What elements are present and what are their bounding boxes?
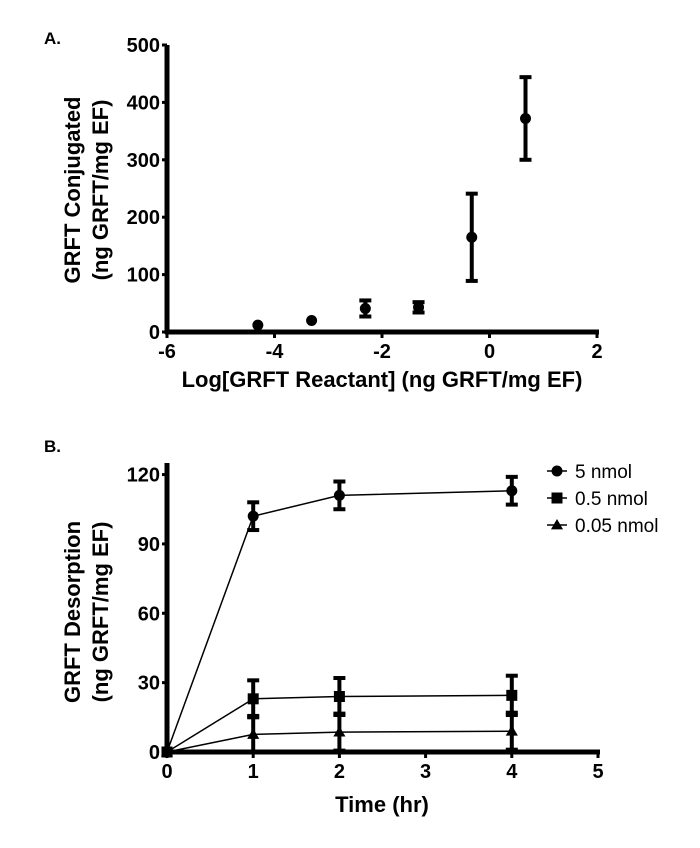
data-point — [160, 745, 174, 757]
y-tick-label: 300 — [127, 150, 160, 172]
legend-label: 5 nmol — [575, 462, 632, 483]
data-point — [506, 485, 518, 497]
y-tick-label: 60 — [138, 603, 160, 625]
x-tick-label: 0 — [161, 761, 172, 783]
panel-a-label: A. — [44, 29, 61, 48]
series-line — [166, 489, 512, 753]
y-tick-label: 500 — [127, 35, 160, 57]
panel-a-y-title-line2: (ng GRFT/mg EF) — [88, 100, 113, 281]
data-point — [520, 112, 532, 124]
series-grft-conjugated — [252, 75, 532, 331]
y-tick-label: 30 — [138, 673, 160, 695]
panel-a-y-title-line1: GRFT Conjugated — [60, 97, 85, 284]
x-tick-label: 0 — [484, 341, 495, 363]
x-tick-label: -4 — [266, 341, 285, 363]
y-tick-label: 200 — [127, 207, 160, 229]
legend-marker-circle — [551, 465, 563, 477]
panel-b-chart: B. GRFT Desorption (ng GRFT/mg EF) Time … — [44, 437, 658, 817]
panel-b-x-title: Time (hr) — [335, 792, 429, 817]
data-point — [252, 319, 264, 331]
data-point — [505, 725, 518, 736]
data-point — [506, 689, 518, 701]
y-tick-label: 0 — [149, 742, 160, 764]
panel-b-y-title-line1: GRFT Desorption — [60, 521, 85, 703]
series-0-05-nmol — [160, 710, 518, 757]
data-point — [247, 510, 259, 522]
panel-a-x-title: Log[GRFT Reactant] (ng GRFT/mg EF) — [182, 367, 583, 392]
y-tick-label: 120 — [127, 465, 160, 487]
x-tick-label: 2 — [591, 341, 602, 363]
panel-a-chart: A. GRFT Conjugated (ng GRFT/mg EF) Log[G… — [44, 29, 603, 392]
x-tick-label: 2 — [334, 761, 345, 783]
panel-b-label: B. — [44, 437, 61, 456]
y-tick-label: 0 — [149, 322, 160, 344]
panel-b-y-title-line2: (ng GRFT/mg EF) — [88, 522, 113, 703]
series-line — [166, 730, 512, 753]
data-point — [333, 489, 345, 501]
data-point — [247, 728, 260, 739]
data-point — [333, 726, 346, 737]
legend-label: 0.5 nmol — [575, 489, 648, 510]
legend-marker-triangle — [550, 518, 564, 530]
y-tick-label: 400 — [127, 92, 160, 114]
data-point — [413, 301, 425, 313]
x-tick-label: -2 — [373, 341, 391, 363]
data-point — [306, 315, 318, 327]
y-tick-label: 100 — [127, 265, 160, 287]
x-tick-label: -6 — [158, 341, 176, 363]
x-tick-label: 1 — [248, 761, 259, 783]
x-tick-label: 4 — [506, 761, 518, 783]
data-point — [333, 691, 345, 703]
data-point — [247, 693, 259, 705]
x-tick-label: 3 — [420, 761, 431, 783]
series-line — [166, 694, 512, 753]
legend-label: 0.05 nmol — [575, 516, 658, 537]
y-tick-label: 90 — [138, 534, 160, 556]
legend-marker-square — [551, 492, 563, 504]
x-tick-label: 5 — [592, 761, 603, 783]
data-point — [359, 302, 371, 314]
data-point — [466, 231, 478, 243]
